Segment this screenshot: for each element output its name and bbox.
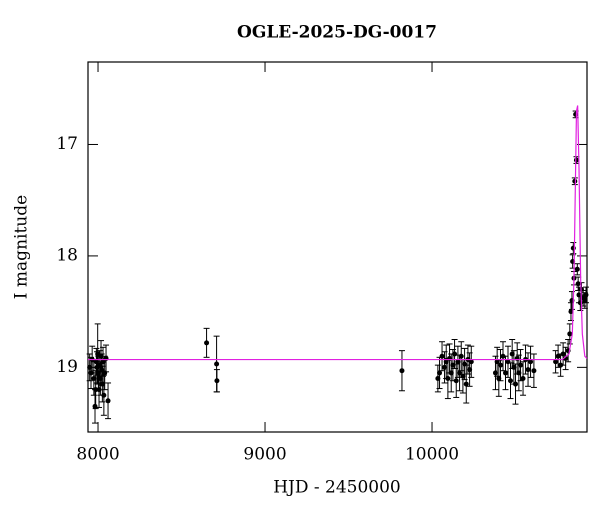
data-point — [105, 398, 111, 404]
data-point — [103, 355, 109, 361]
x-tick-label: 9000 — [243, 445, 286, 465]
data-point — [520, 376, 526, 382]
data-point — [560, 351, 566, 357]
data-point — [399, 368, 405, 374]
data-point — [567, 331, 573, 337]
data-point — [577, 300, 583, 306]
data-point — [214, 361, 220, 367]
data-point — [214, 378, 220, 384]
data-point — [468, 359, 474, 365]
data-point — [204, 340, 210, 346]
data-point — [508, 378, 514, 384]
y-tick-label: 18 — [56, 245, 78, 265]
data-point — [570, 245, 576, 251]
model-curve — [88, 105, 588, 361]
data-point — [555, 353, 561, 359]
data-point — [553, 359, 559, 365]
data-point — [568, 309, 574, 315]
data-point — [458, 353, 464, 359]
data-point — [518, 362, 524, 368]
data-point — [503, 370, 509, 376]
data-point — [572, 178, 578, 184]
data-point — [575, 281, 581, 287]
data-point — [101, 392, 107, 398]
data-point — [457, 370, 463, 376]
data-point — [583, 292, 589, 298]
data-point — [439, 353, 445, 359]
plot-frame — [87, 61, 588, 433]
data-point — [91, 376, 97, 382]
x-tick-label: 10000 — [405, 445, 459, 465]
data-point — [574, 266, 580, 272]
data-point — [437, 370, 443, 376]
data-point — [497, 362, 503, 368]
data-point — [453, 378, 459, 384]
y-tick-label: 17 — [56, 134, 78, 154]
x-tick-label: 8000 — [76, 445, 119, 465]
chart-title: OGLE-2025-DG-0017 — [237, 23, 437, 43]
x-axis-label: HJD - 2450000 — [273, 478, 401, 498]
y-axis-label: I magnitude — [12, 195, 32, 299]
y-tick-label: 19 — [56, 357, 78, 377]
data-point — [98, 353, 104, 359]
data-point — [531, 368, 537, 374]
data-point — [452, 351, 458, 357]
data-point — [525, 367, 531, 373]
data-point — [513, 381, 519, 387]
data-point — [445, 376, 451, 382]
data-point — [528, 359, 534, 365]
data-point — [463, 381, 469, 387]
